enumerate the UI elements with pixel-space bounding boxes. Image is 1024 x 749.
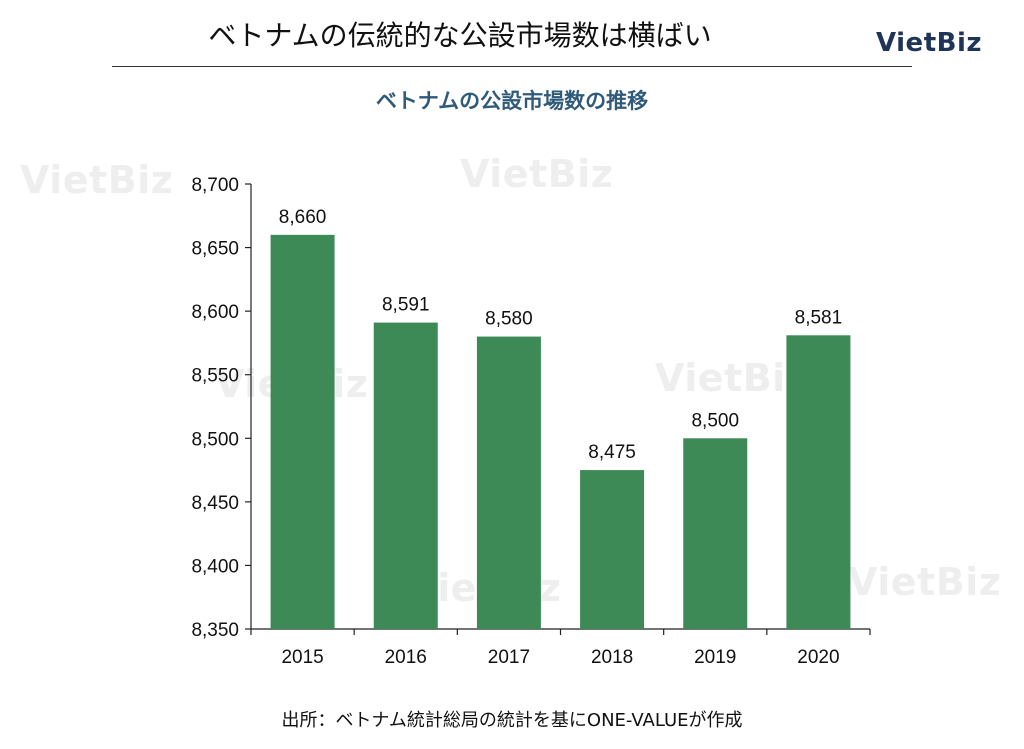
y-tick-label: 8,700: [191, 175, 239, 196]
y-tick-label: 8,550: [191, 366, 239, 387]
page-title: ベトナムの伝統的な公設市場数は横ばい: [208, 19, 712, 52]
data-label: 8,581: [795, 307, 843, 328]
x-tick-label: 2015: [281, 647, 323, 668]
watermark: VietBiz: [460, 152, 614, 196]
y-tick-label: 8,650: [191, 239, 239, 260]
y-tick-label: 8,400: [191, 556, 239, 577]
y-tick-label: 8,350: [191, 620, 239, 641]
source-note: 出所：ベトナム統計総局の統計を基にONE-VALUEが作成: [281, 710, 743, 731]
x-tick-label: 2020: [797, 647, 839, 668]
data-label: 8,475: [588, 442, 636, 463]
bar: [476, 336, 541, 629]
bar: [683, 438, 748, 629]
brand-logo: VietBiz: [875, 28, 982, 58]
bar: [580, 470, 645, 629]
watermark: VietBiz: [655, 356, 809, 400]
data-label: 8,500: [691, 410, 739, 431]
bar: [373, 322, 438, 629]
y-tick-label: 8,600: [191, 302, 239, 323]
bar: [786, 335, 851, 629]
x-tick-label: 2019: [694, 647, 736, 668]
y-tick-label: 8,500: [191, 429, 239, 450]
x-tick-label: 2017: [488, 647, 530, 668]
chart-title: ベトナムの公設市場数の推移: [375, 89, 649, 113]
data-label: 8,580: [485, 309, 533, 330]
bar: [270, 234, 335, 629]
y-tick-label: 8,450: [191, 493, 239, 514]
watermark: VietBiz: [848, 560, 1002, 604]
x-tick-label: 2018: [591, 647, 633, 668]
watermark: VietBiz: [20, 158, 174, 202]
data-label: 8,591: [382, 295, 430, 316]
data-label: 8,660: [279, 207, 327, 228]
title-divider: [112, 66, 912, 67]
x-tick-label: 2016: [385, 647, 427, 668]
